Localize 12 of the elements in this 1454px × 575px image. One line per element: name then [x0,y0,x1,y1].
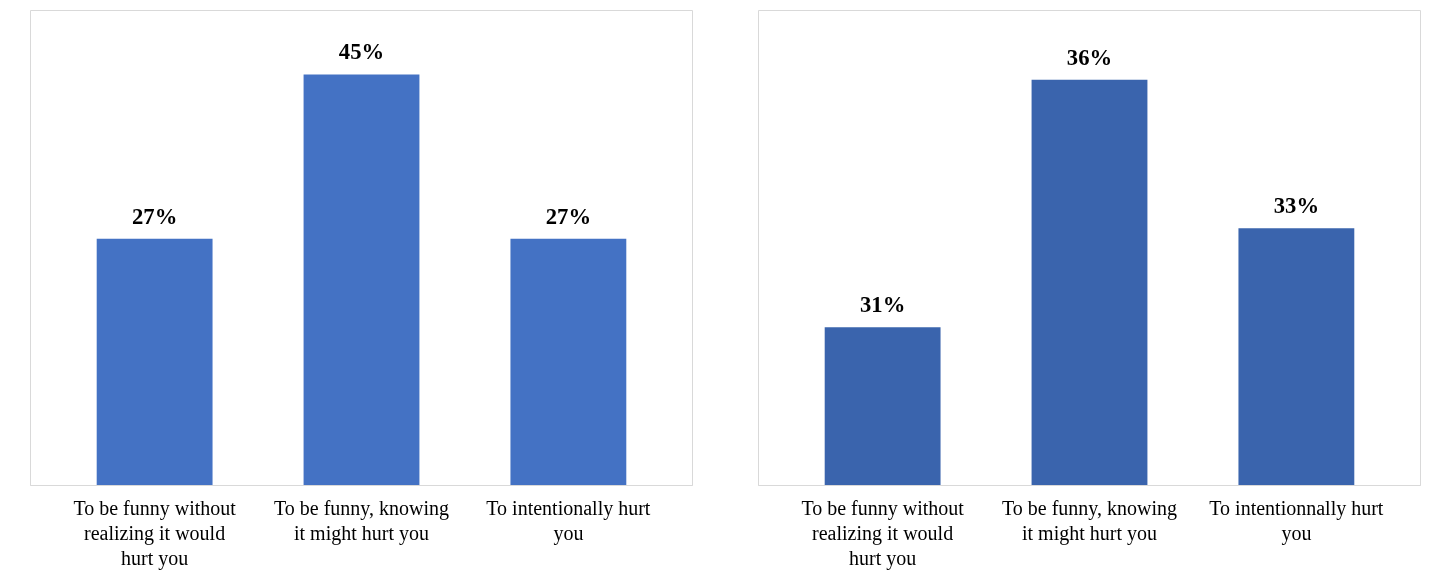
x-tick-label: To be funny without realizing it would hurt you [73,496,237,571]
x-tick-label: To be funny, knowing it might hurt you [1001,496,1178,545]
data-label: 27% [131,203,178,229]
x-tick-label: To intentionnally hurt you [1209,496,1384,545]
x-tick-label: To intentionally hurt you [486,496,651,545]
data-label: 31% [859,292,906,318]
data-label: 36% [1066,44,1113,70]
x-tick-label: To be funny without realizing it would hurt you [801,496,965,571]
x-tick-label: To be funny, knowing it might hurt you [273,496,450,545]
data-label: 45% [338,39,385,65]
data-label: 33% [1273,193,1320,219]
data-label: 27% [545,203,592,229]
